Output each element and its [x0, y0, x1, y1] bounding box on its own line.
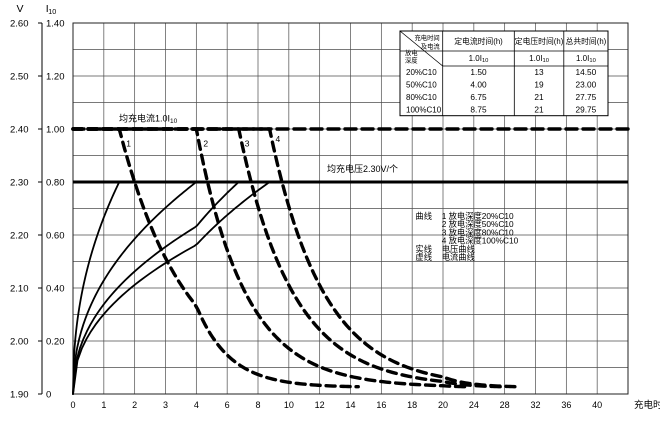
svg-text:100%C10: 100%C10 [406, 105, 442, 114]
svg-text:19: 19 [534, 79, 544, 89]
svg-text:V: V [16, 3, 23, 15]
svg-text:1.90: 1.90 [10, 389, 29, 400]
svg-text:1.00: 1.00 [46, 124, 65, 135]
svg-text:2.40: 2.40 [10, 124, 29, 135]
svg-text:50%C10: 50%C10 [406, 80, 437, 89]
svg-text:2: 2 [132, 400, 137, 410]
svg-text:均充电压2.30V/个: 均充电压2.30V/个 [327, 163, 398, 174]
svg-text:4.00: 4.00 [470, 79, 487, 89]
svg-text:充电时间h: 充电时间h [634, 399, 660, 411]
svg-text:28: 28 [500, 400, 510, 410]
svg-text:电流曲线: 电流曲线 [442, 252, 475, 262]
svg-text:虚线: 虚线 [415, 252, 432, 262]
svg-text:8.75: 8.75 [470, 104, 487, 114]
svg-text:1: 1 [101, 400, 106, 410]
svg-text:2.10: 2.10 [10, 283, 29, 294]
svg-text:6.75: 6.75 [470, 92, 487, 102]
svg-text:20: 20 [438, 400, 448, 410]
svg-text:32: 32 [530, 400, 540, 410]
svg-text:0.20: 0.20 [46, 336, 65, 347]
svg-text:3: 3 [245, 139, 250, 149]
svg-text:4: 4 [194, 400, 199, 410]
svg-text:0.40: 0.40 [46, 283, 65, 294]
svg-text:深度: 深度 [405, 56, 418, 65]
svg-text:14.50: 14.50 [576, 67, 597, 77]
svg-text:13: 13 [534, 67, 544, 77]
svg-text:2: 2 [203, 139, 208, 149]
svg-text:定电流时间(h): 定电流时间(h) [454, 36, 503, 46]
svg-text:充电时间: 充电时间 [415, 33, 440, 42]
svg-text:6: 6 [225, 400, 230, 410]
svg-text:0.80: 0.80 [46, 177, 65, 188]
svg-text:及电流: 及电流 [421, 42, 441, 51]
svg-text:2.50: 2.50 [10, 71, 29, 82]
svg-text:29.75: 29.75 [576, 104, 597, 114]
svg-text:14: 14 [345, 400, 355, 410]
svg-text:0: 0 [70, 400, 75, 410]
svg-text:2.30: 2.30 [10, 177, 29, 188]
svg-text:8: 8 [255, 400, 260, 410]
svg-text:18: 18 [407, 400, 417, 410]
svg-text:40: 40 [592, 400, 602, 410]
svg-text:23.00: 23.00 [576, 79, 597, 89]
svg-text:1.20: 1.20 [46, 71, 65, 82]
svg-text:定电压时间(h): 定电压时间(h) [515, 36, 564, 46]
svg-text:10: 10 [284, 400, 294, 410]
svg-text:3: 3 [163, 400, 168, 410]
svg-text:1.50: 1.50 [470, 67, 487, 77]
svg-text:24: 24 [469, 400, 479, 410]
svg-text:1.40: 1.40 [46, 18, 65, 29]
svg-text:27.75: 27.75 [576, 92, 597, 102]
svg-text:均充电流1.0I10: 均充电流1.0I10 [119, 113, 178, 126]
svg-text:总共时间(h): 总共时间(h) [566, 36, 607, 46]
svg-text:21: 21 [534, 104, 544, 114]
svg-text:80%C10: 80%C10 [406, 93, 437, 102]
svg-text:2.00: 2.00 [10, 336, 29, 347]
svg-text:4: 4 [276, 134, 281, 144]
svg-text:放电: 放电 [405, 48, 418, 57]
svg-text:2.20: 2.20 [10, 230, 29, 241]
svg-text:0: 0 [46, 389, 51, 400]
svg-text:12: 12 [315, 400, 325, 410]
svg-text:曲线: 曲线 [415, 211, 432, 221]
svg-text:20%C10: 20%C10 [406, 68, 437, 77]
svg-text:36: 36 [561, 400, 571, 410]
svg-text:0.60: 0.60 [46, 230, 65, 241]
svg-text:21: 21 [534, 92, 544, 102]
svg-text:1: 1 [126, 139, 131, 149]
svg-text:16: 16 [376, 400, 386, 410]
svg-text:2.60: 2.60 [10, 18, 29, 29]
